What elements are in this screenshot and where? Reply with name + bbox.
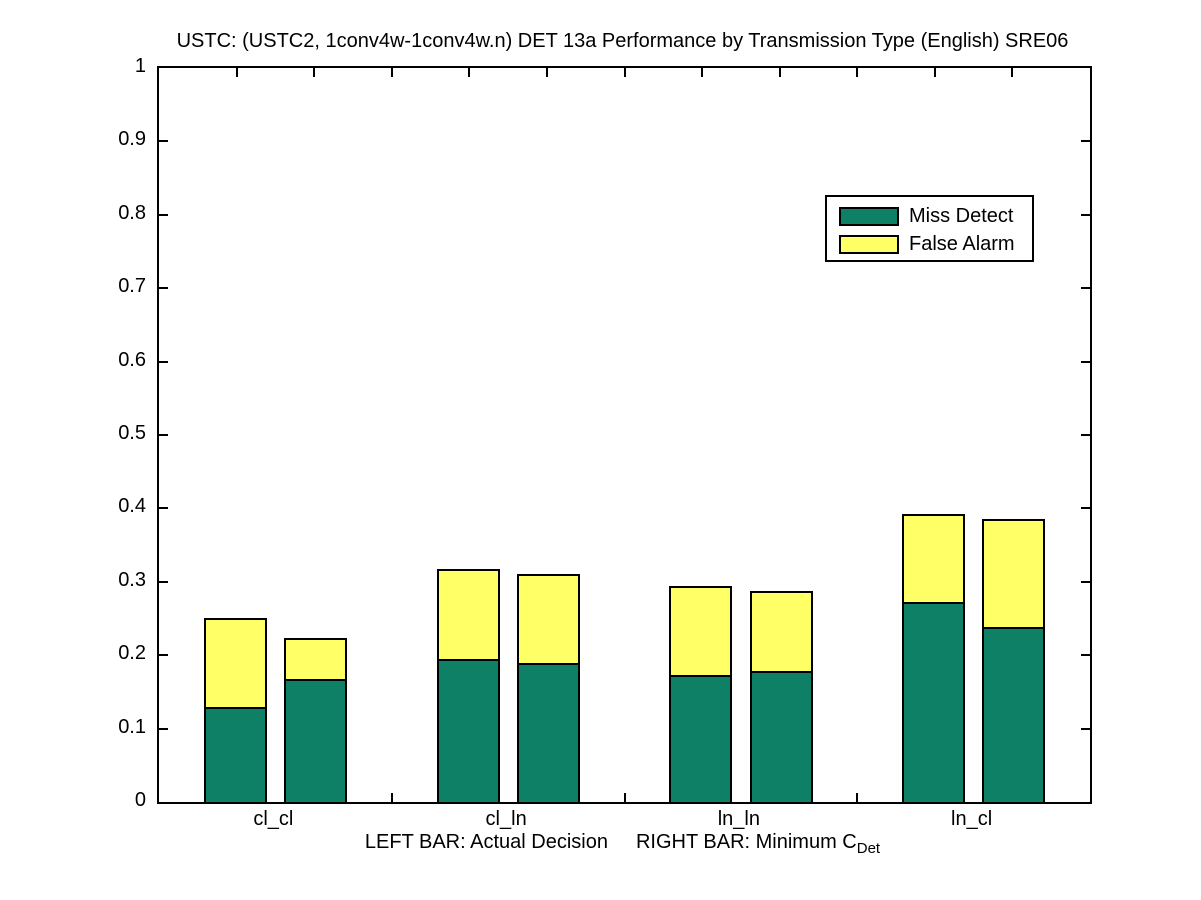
y-axis-tick — [159, 654, 168, 657]
y-tick-label: 0.6 — [118, 348, 146, 371]
y-axis-tick — [1081, 140, 1090, 143]
y-tick-label: 0.2 — [118, 642, 146, 665]
miss-detect-segment — [286, 679, 346, 802]
xlabel-left-text: LEFT BAR: Actual Decision — [364, 831, 608, 853]
bar-actual-ln_cl — [902, 514, 966, 802]
x-axis-label: LEFT BAR: Actual Decision RIGHT BAR: Mini… — [157, 831, 1088, 857]
legend-label-false-alarm: False Alarm — [909, 233, 1015, 255]
x-axis-tick — [313, 68, 316, 77]
x-axis-tick — [390, 68, 393, 77]
xlabel-right-text: RIGHT BAR: Minimum C — [635, 831, 857, 853]
y-tick-label: 0 — [134, 789, 146, 811]
y-axis-tick — [159, 213, 168, 216]
y-axis-tick — [159, 360, 168, 363]
x-axis-tick — [933, 68, 936, 77]
x-category-label: cl_ln — [485, 808, 527, 830]
x-axis-tick — [1011, 68, 1014, 77]
y-tick-label: 0.1 — [118, 715, 146, 738]
miss-detect-segment — [671, 675, 731, 802]
x-axis-tick — [545, 68, 548, 77]
x-axis-tick — [778, 68, 781, 77]
miss-detect-segment — [904, 602, 964, 802]
x-axis-tick — [390, 793, 393, 802]
y-tick-label: 1 — [134, 55, 146, 77]
y-tick-label: 0.5 — [118, 422, 146, 444]
miss-detect-segment — [518, 663, 578, 802]
xlabel-subscript: Det — [856, 840, 881, 857]
chart-title: USTC: (USTC2, 1conv4w-1conv4w.n) DET 13a… — [176, 30, 1069, 52]
y-tick-label: 0.9 — [118, 128, 146, 151]
miss-detect-segment — [751, 671, 811, 802]
miss-detect-segment — [438, 659, 498, 802]
y-tick-label: 0.4 — [118, 495, 146, 518]
y-axis-tick — [1081, 507, 1090, 510]
y-axis-tick — [159, 434, 168, 436]
y-axis-tick — [1081, 654, 1090, 657]
y-axis-tick — [159, 580, 168, 583]
false-alarm-swatch — [839, 235, 899, 254]
y-axis-tick — [1081, 580, 1090, 583]
y-tick-label: 0.3 — [118, 568, 146, 591]
legend: Miss Detect False Alarm — [825, 195, 1034, 262]
y-axis-tick — [159, 727, 168, 730]
bar-minimum-cl_cl — [284, 638, 348, 802]
y-axis-tick — [159, 507, 168, 510]
y-axis-tick — [159, 140, 168, 143]
bar-actual-ln_ln — [669, 586, 733, 802]
y-axis-tick — [159, 287, 168, 290]
bar-minimum-ln_cl — [982, 519, 1046, 802]
x-category-label: ln_ln — [717, 808, 761, 830]
x-axis-tick — [235, 68, 238, 77]
x-axis-tick — [701, 68, 704, 77]
x-axis-tick — [856, 68, 859, 77]
x-axis-tick — [623, 68, 626, 77]
bar-actual-cl_cl — [203, 618, 267, 802]
miss-detect-segment — [205, 707, 265, 802]
bar-minimum-cl_ln — [516, 574, 580, 802]
bar-actual-cl_ln — [436, 569, 500, 802]
y-axis-tick — [1081, 213, 1090, 216]
y-axis-tick — [1081, 434, 1090, 436]
y-tick-label: 0.7 — [118, 275, 146, 298]
legend-item-miss-detect: Miss Detect — [839, 205, 1013, 228]
miss-detect-swatch — [839, 207, 899, 226]
y-tick-label: 0.8 — [118, 201, 146, 224]
x-axis-tick — [623, 793, 626, 802]
legend-item-false-alarm: False Alarm — [839, 233, 1015, 256]
plot-area: Miss Detect False Alarm — [157, 66, 1092, 804]
x-axis-tick — [468, 68, 471, 77]
x-category-label: cl_cl — [253, 808, 294, 830]
miss-detect-segment — [984, 627, 1044, 802]
y-axis-tick — [1081, 727, 1090, 730]
y-axis-tick — [1081, 360, 1090, 363]
legend-label-miss-detect: Miss Detect — [909, 205, 1014, 227]
y-axis-tick — [1081, 287, 1090, 290]
x-axis-tick — [856, 793, 859, 802]
x-category-label: ln_cl — [951, 808, 993, 830]
bar-minimum-ln_ln — [749, 591, 813, 802]
